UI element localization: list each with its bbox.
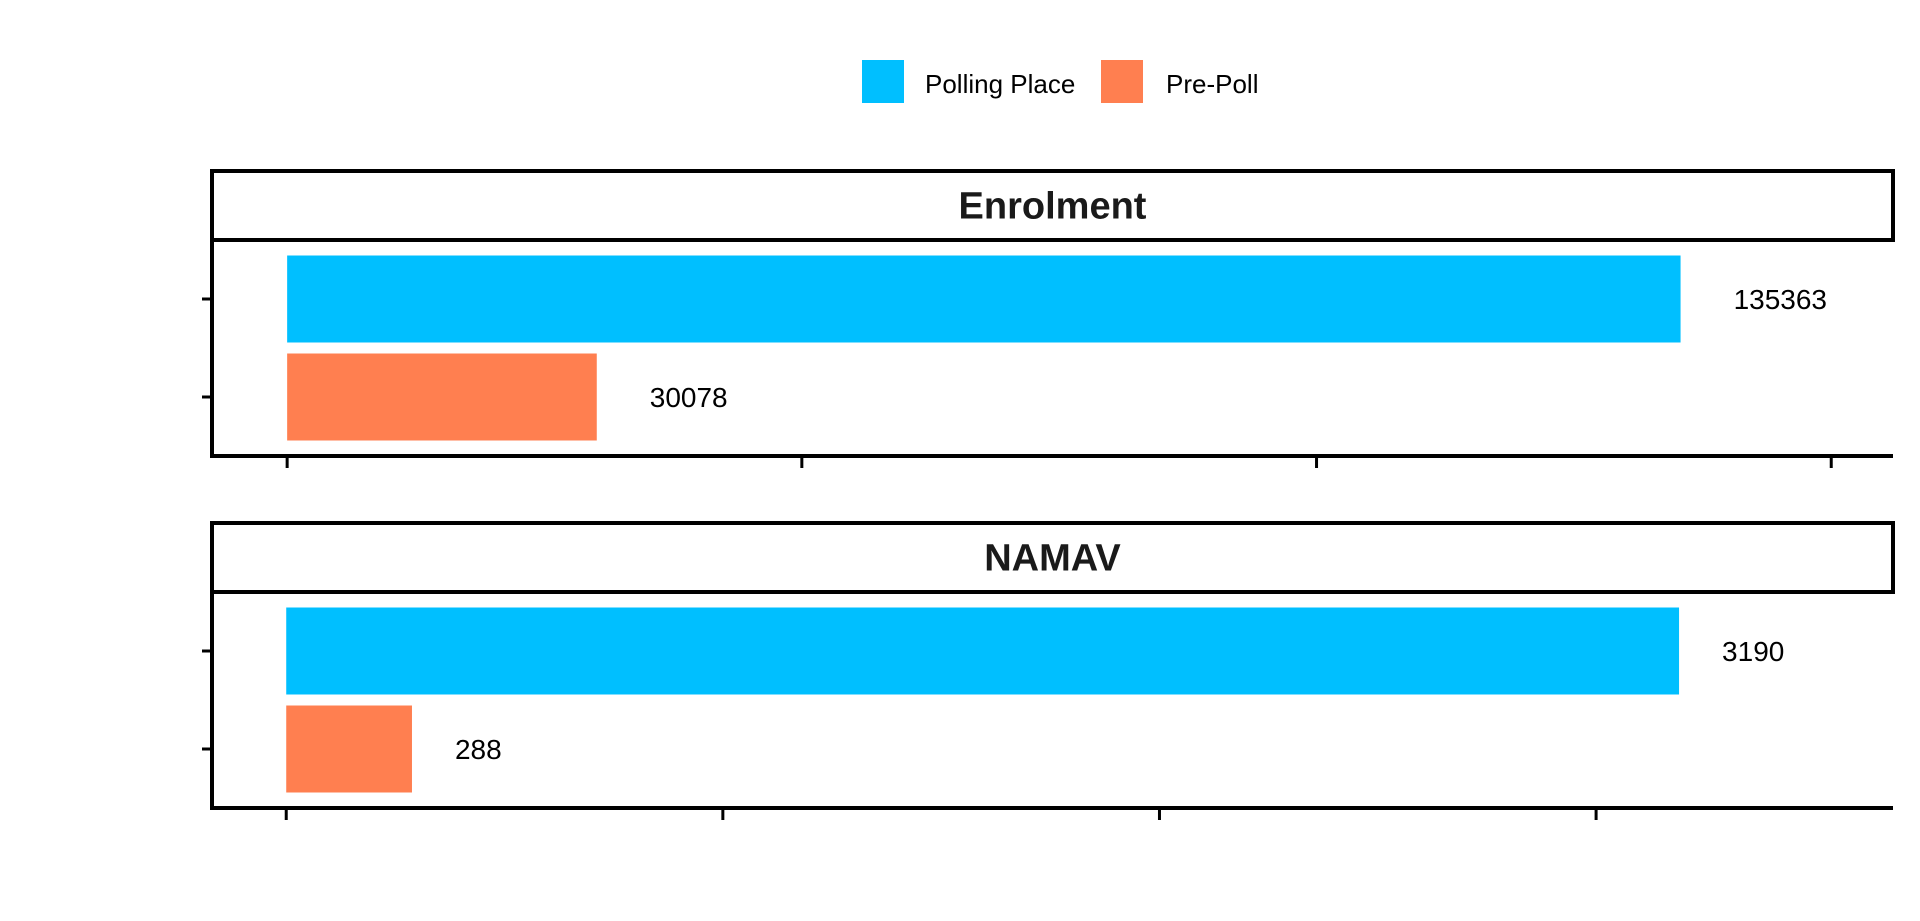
facet-strip (210, 521, 1895, 594)
facet-title: NAMAV (984, 538, 1121, 580)
legend-label: Polling Place (925, 69, 1075, 99)
facets: Enrolment 135363 30078 NAMAV 3190 288 (202, 169, 1895, 820)
bar-pre-poll (286, 705, 412, 793)
legend-key-pre-poll (1101, 60, 1143, 103)
data-label: 3190 (1722, 636, 1784, 667)
data-label: 288 (455, 734, 502, 765)
facet-enrolment: Enrolment 135363 30078 (202, 169, 1895, 468)
bar-pre-poll (287, 353, 597, 441)
data-label: 30078 (650, 382, 728, 413)
bar-polling-place (287, 255, 1681, 343)
legend: Polling Place Pre-Poll (862, 60, 1258, 103)
facet-strip (210, 169, 1895, 242)
data-label: 135363 (1734, 284, 1827, 315)
facet-title: Enrolment (959, 186, 1147, 228)
facet-namav: NAMAV 3190 288 (202, 521, 1895, 820)
legend-label: Pre-Poll (1166, 69, 1258, 99)
legend-key-polling-place (862, 60, 904, 103)
bar-polling-place (286, 607, 1680, 695)
